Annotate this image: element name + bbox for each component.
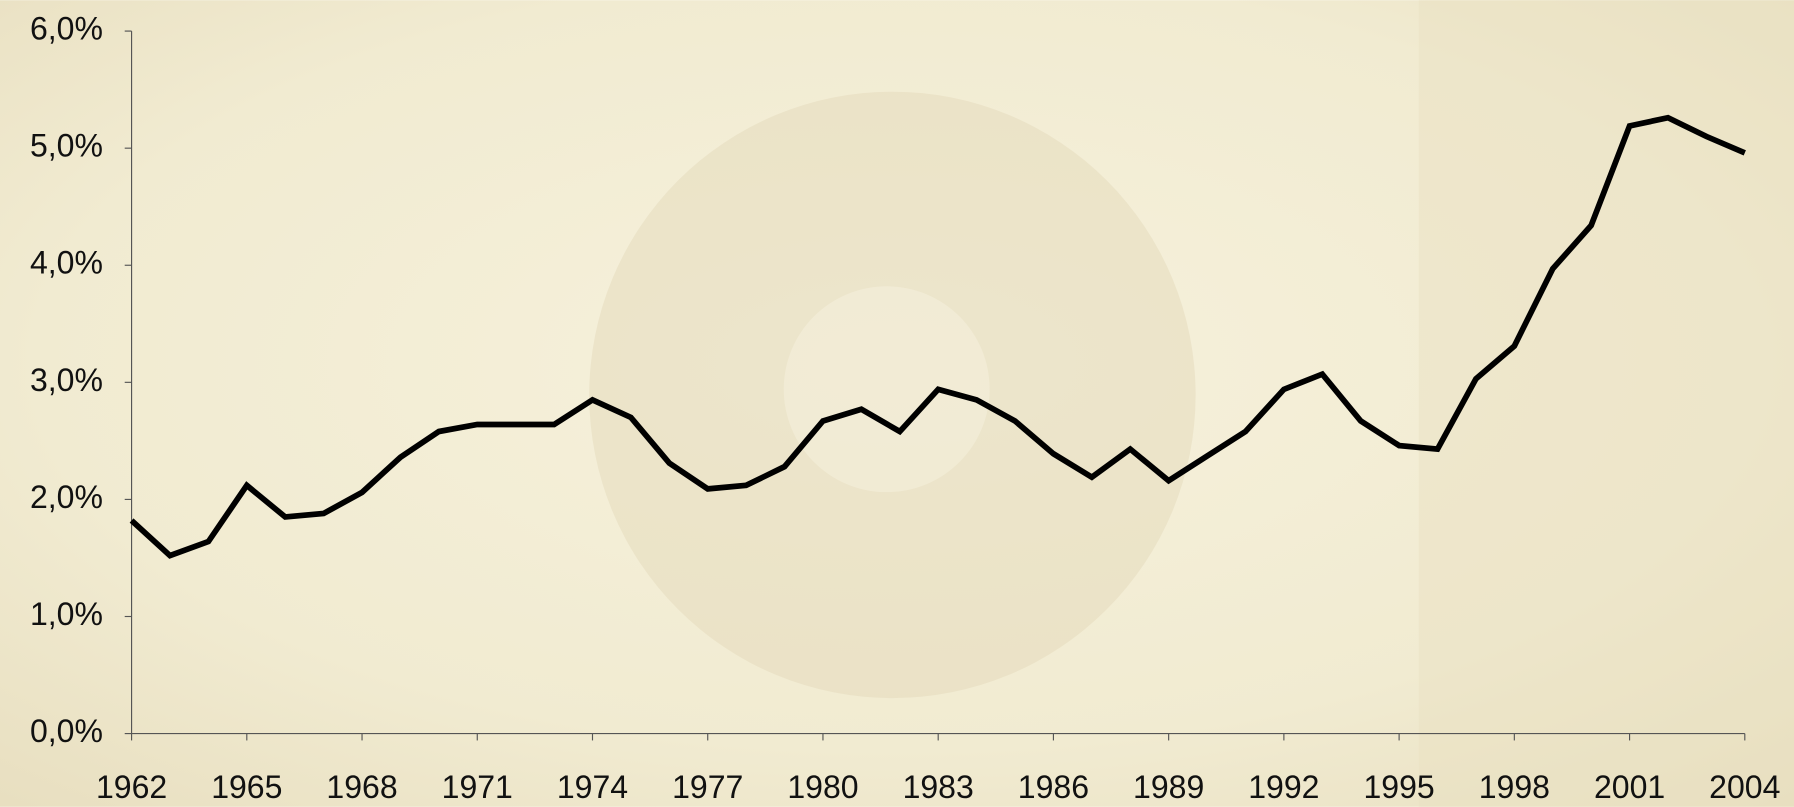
x-tick-label: 1986 xyxy=(1018,769,1089,805)
x-tick-label: 1992 xyxy=(1248,769,1319,805)
x-tick-label: 1980 xyxy=(787,769,858,805)
y-tick-label: 2,0% xyxy=(30,479,103,515)
x-tick-label: 1962 xyxy=(96,769,167,805)
x-tick-label: 1971 xyxy=(442,769,513,805)
y-tick-label: 3,0% xyxy=(30,362,103,398)
x-tick-label: 1995 xyxy=(1363,769,1434,805)
x-tick-label: 1989 xyxy=(1133,769,1204,805)
y-tick-label: 5,0% xyxy=(30,128,103,164)
page: {"chart_data": { "type": "line", "x": [1… xyxy=(0,0,1794,807)
y-tick-label: 4,0% xyxy=(30,245,103,281)
x-tick-label: 1998 xyxy=(1479,769,1550,805)
x-tick-label: 1965 xyxy=(211,769,282,805)
y-tick-label: 0,0% xyxy=(30,713,103,749)
watermark-band xyxy=(1419,0,1794,807)
x-tick-label: 1968 xyxy=(326,769,397,805)
x-tick-label: 1983 xyxy=(903,769,974,805)
watermark-center xyxy=(784,286,990,492)
y-tick-label: 1,0% xyxy=(30,596,103,632)
x-tick-label: 2001 xyxy=(1594,769,1665,805)
x-tick-label: 2004 xyxy=(1709,769,1780,805)
x-tick-label: 1977 xyxy=(672,769,743,805)
x-tick-label: 1974 xyxy=(557,769,628,805)
chart: 0,0% 1,0% 2,0% 3,0% 4,0% 5,0% 6,0% 1962 1965 1968… xyxy=(0,0,1794,807)
y-tick-label: 6,0% xyxy=(30,11,103,47)
